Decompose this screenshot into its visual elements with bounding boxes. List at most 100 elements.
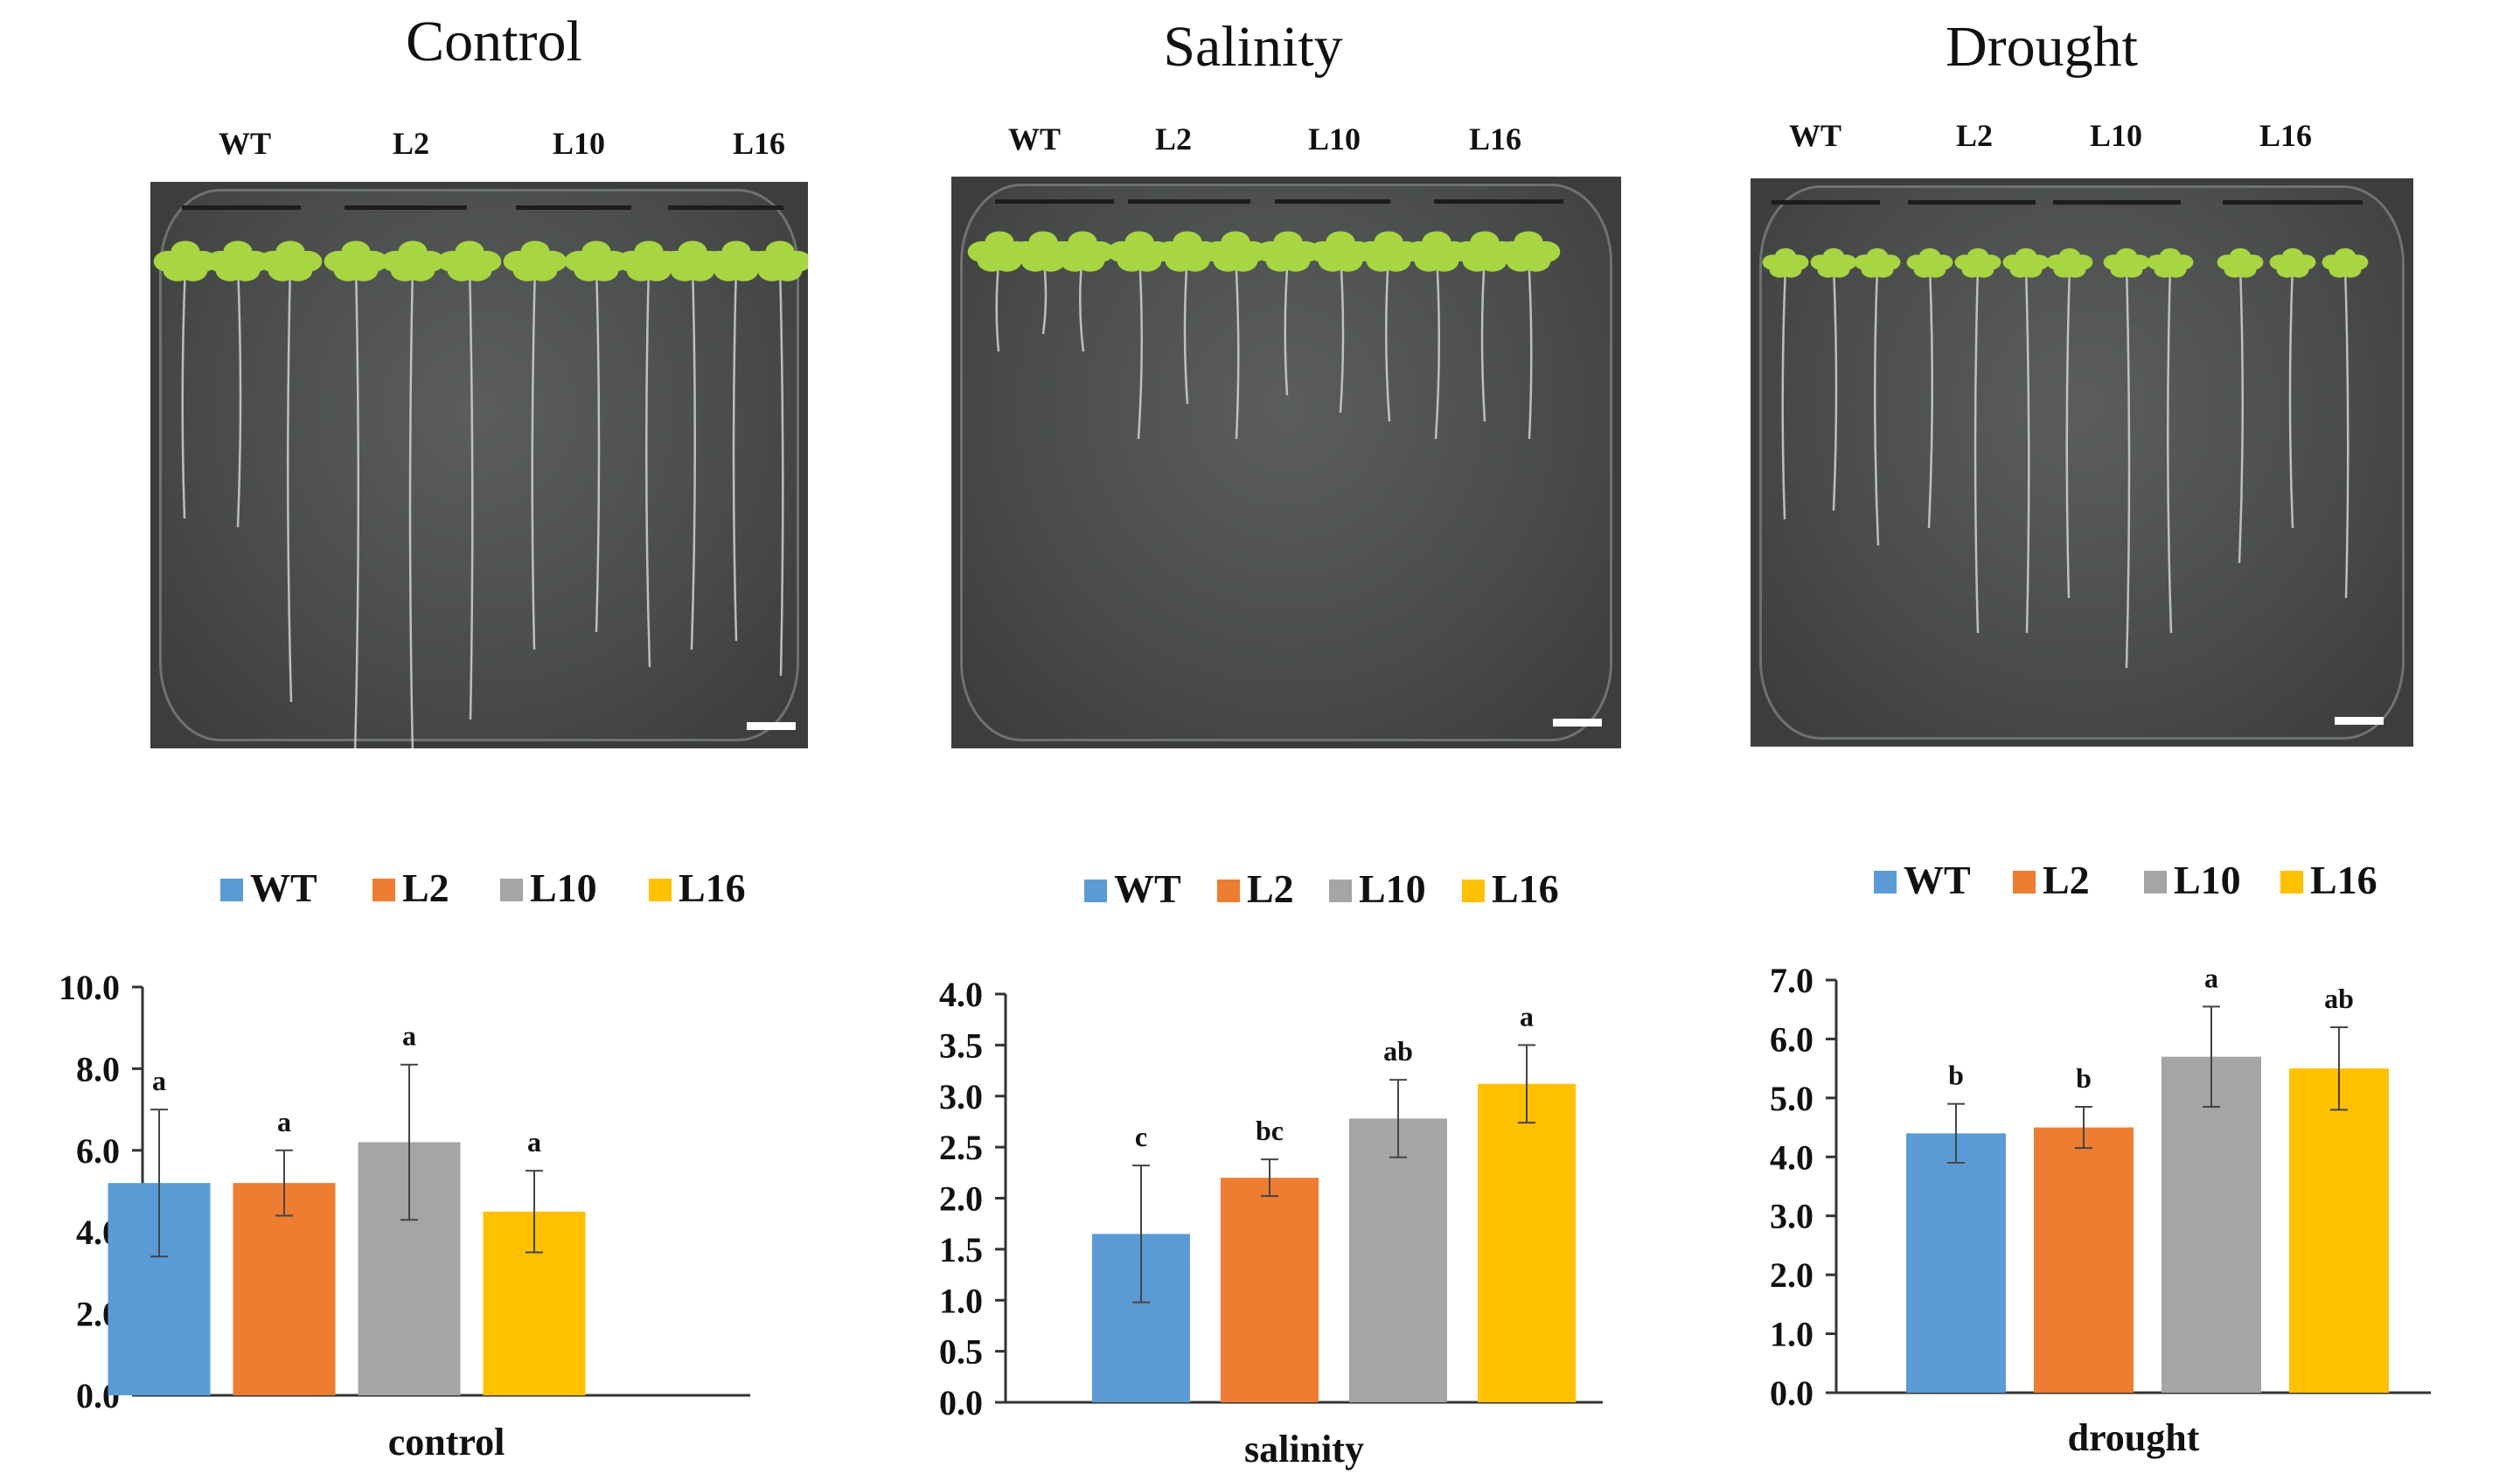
- x-axis-label: salinity: [1244, 1428, 1364, 1471]
- panel-title-salinity: Salinity: [1163, 15, 1343, 79]
- seedling-root: [1183, 254, 1189, 405]
- seedling-leaf: [520, 240, 550, 262]
- plate-rim: [1759, 185, 2405, 740]
- line-label-l2: L2: [392, 126, 429, 161]
- seedling-leaf: [1780, 262, 1802, 278]
- seedling-root: [531, 264, 537, 650]
- y-tick-label: 0.5: [939, 1332, 983, 1372]
- seedling-root: [732, 264, 738, 642]
- y-tick-label: 1.0: [939, 1281, 983, 1320]
- seedling-leaf: [1132, 250, 1162, 272]
- y-tick-label: 6.0: [1770, 1019, 1813, 1059]
- seedling-leaf: [2064, 262, 2086, 278]
- seedling-leaf: [1872, 262, 1894, 278]
- line-label-l16: L16: [2259, 118, 2312, 153]
- sowing-line: [2053, 200, 2181, 205]
- bar-l10: [1349, 1118, 1447, 1402]
- seedling-leaf: [2015, 248, 2036, 264]
- seedling-leaf: [1422, 231, 1451, 253]
- y-tick-label: 6.0: [76, 1131, 120, 1171]
- line-label-l2: L2: [1154, 122, 1192, 156]
- seedling-leaf: [406, 260, 435, 282]
- seedling-root: [1480, 254, 1486, 422]
- y-tick-label: 3.5: [939, 1026, 983, 1065]
- seedling-leaf: [455, 240, 484, 262]
- seedling-leaf: [231, 260, 261, 282]
- legend-swatch-l16: [1462, 880, 1485, 902]
- seedling-leaf: [2335, 248, 2356, 264]
- seedling-root: [1832, 265, 1838, 511]
- seedling-leaf: [581, 240, 611, 262]
- legend-swatch-l10: [2144, 871, 2167, 893]
- seedling-leaf: [223, 240, 253, 262]
- seedling-leaf: [1374, 231, 1403, 253]
- seedlings-control: [153, 240, 808, 748]
- significance-letter-l10: ab: [1383, 1035, 1413, 1067]
- scale-bar: [1553, 719, 1602, 727]
- legend-label-wt: WT: [1904, 858, 1971, 902]
- seedling-root: [1234, 254, 1240, 440]
- seedling-leaf: [2165, 262, 2187, 278]
- seedling-leaf: [349, 260, 379, 282]
- y-tick-label: 10.0: [59, 968, 120, 1007]
- seedling-leaf: [589, 260, 619, 282]
- seedling-leaf: [1925, 262, 1946, 278]
- line-label-l10: L10: [1307, 122, 1361, 156]
- legend-label-l2: L2: [1247, 866, 1294, 911]
- seedling-leaf: [634, 240, 664, 262]
- seedling-leaf: [2282, 248, 2303, 264]
- legend-label-l10: L10: [1359, 866, 1426, 911]
- y-tick-label: 2.0: [1770, 1255, 1813, 1295]
- sowing-line: [345, 205, 467, 210]
- panel-title-drought: Drought: [1946, 15, 2138, 79]
- seedling-leaf: [1333, 250, 1363, 272]
- seedling-root: [690, 264, 697, 650]
- seedling-leaf: [1514, 231, 1543, 253]
- seedling-leaf: [1382, 250, 1411, 272]
- seedling-leaf: [2235, 262, 2257, 278]
- seedling-root: [468, 264, 474, 720]
- sowing-line: [1772, 200, 1880, 205]
- line-label-wt: WT: [1788, 118, 1841, 153]
- seedling-root: [236, 264, 242, 528]
- sowing-line: [1908, 200, 2036, 205]
- legend-label-l16: L16: [679, 866, 746, 910]
- legend-swatch-l10: [500, 879, 523, 901]
- sowing-line: [2223, 200, 2363, 205]
- legend-label-wt: WT: [1114, 866, 1181, 911]
- seedling-leaf: [2160, 248, 2181, 264]
- seedling-root: [1137, 254, 1144, 440]
- seedling-leaf: [1973, 262, 1994, 278]
- seedling-root: [2065, 265, 2071, 599]
- line-label-wt: WT: [218, 126, 271, 161]
- seedling-root: [286, 264, 293, 703]
- seedling-root: [2343, 265, 2349, 599]
- y-tick-label: 0.0: [1770, 1373, 1813, 1413]
- seedling-leaf: [2340, 262, 2362, 278]
- seedling-leaf: [773, 260, 803, 282]
- bar-l16: [2289, 1068, 2389, 1393]
- seedling-root: [2125, 265, 2131, 669]
- seedling-leaf: [528, 260, 558, 282]
- seedling-root: [1384, 254, 1391, 422]
- seedling-leaf: [2287, 262, 2309, 278]
- legend-label-l2: L2: [402, 866, 449, 910]
- seedling-root: [1974, 265, 1980, 634]
- significance-letter-l16: a: [527, 1126, 541, 1158]
- y-tick-label: 0.0: [939, 1383, 983, 1422]
- legend-swatch-l10: [1329, 880, 1352, 902]
- significance-letter-wt: a: [152, 1065, 166, 1096]
- y-tick-label: 3.0: [939, 1077, 983, 1116]
- bar-l10: [2161, 1056, 2261, 1393]
- significance-letter-wt: c: [1135, 1121, 1147, 1152]
- seedling-leaf: [765, 240, 795, 262]
- seedling-root: [595, 264, 601, 633]
- seedling-leaf: [985, 231, 1014, 253]
- seedling-leaf: [1919, 248, 1940, 264]
- scale-bar: [747, 722, 796, 730]
- significance-letter-l2: bc: [1256, 1115, 1284, 1146]
- y-tick-label: 4.0: [939, 975, 983, 1014]
- sowing-line: [182, 205, 301, 210]
- seedling-leaf: [2121, 262, 2143, 278]
- sowing-line: [516, 205, 631, 210]
